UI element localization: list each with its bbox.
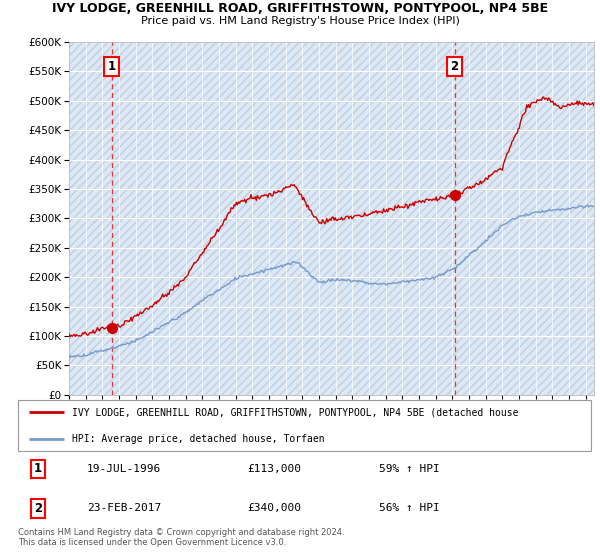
Text: 2: 2 (34, 502, 42, 515)
Text: 59% ↑ HPI: 59% ↑ HPI (379, 464, 440, 474)
Text: HPI: Average price, detached house, Torfaen: HPI: Average price, detached house, Torf… (73, 433, 325, 444)
Text: 1: 1 (34, 463, 42, 475)
Text: £113,000: £113,000 (247, 464, 301, 474)
Text: 2: 2 (451, 60, 458, 73)
Text: 19-JUL-1996: 19-JUL-1996 (87, 464, 161, 474)
Text: IVY LODGE, GREENHILL ROAD, GRIFFITHSTOWN, PONTYPOOL, NP4 5BE (detached house: IVY LODGE, GREENHILL ROAD, GRIFFITHSTOWN… (73, 408, 519, 418)
FancyBboxPatch shape (18, 400, 591, 451)
Text: Price paid vs. HM Land Registry's House Price Index (HPI): Price paid vs. HM Land Registry's House … (140, 16, 460, 26)
Text: 56% ↑ HPI: 56% ↑ HPI (379, 503, 440, 513)
Text: 1: 1 (107, 60, 116, 73)
Text: 23-FEB-2017: 23-FEB-2017 (87, 503, 161, 513)
Text: IVY LODGE, GREENHILL ROAD, GRIFFITHSTOWN, PONTYPOOL, NP4 5BE: IVY LODGE, GREENHILL ROAD, GRIFFITHSTOWN… (52, 2, 548, 15)
Text: £340,000: £340,000 (247, 503, 301, 513)
Text: Contains HM Land Registry data © Crown copyright and database right 2024.
This d: Contains HM Land Registry data © Crown c… (18, 528, 344, 547)
